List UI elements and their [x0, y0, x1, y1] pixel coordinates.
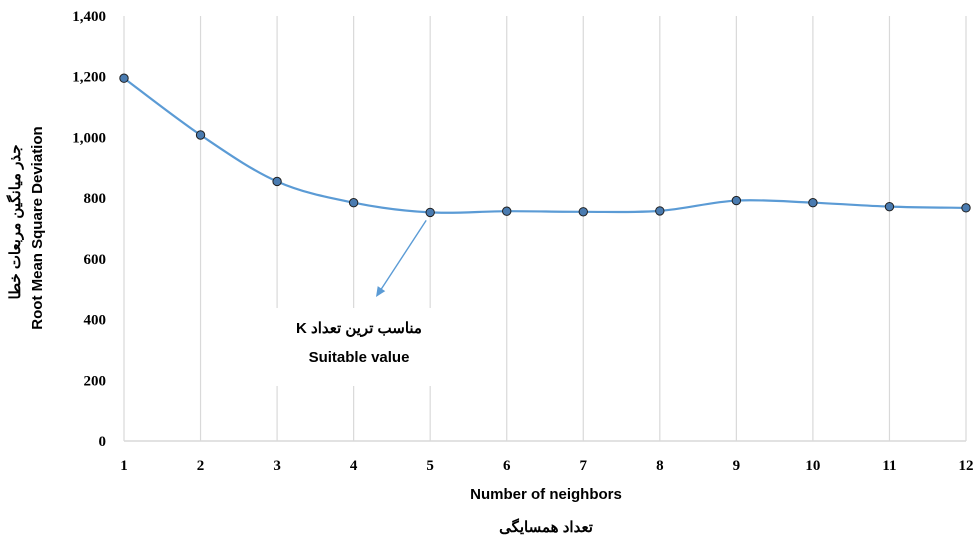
data-point-11: [884, 201, 895, 212]
grid-lines: [123, 16, 967, 442]
x-tick-label-7: 7: [580, 458, 588, 474]
data-point-3: [272, 176, 282, 187]
y-tick-labels: 0 200 400 600 800 1,000 1,200 1,400: [72, 9, 106, 450]
x-tick-label-10: 10: [805, 458, 820, 474]
x-tick-label-1: 1: [120, 458, 128, 474]
x-tick-label-2: 2: [197, 458, 205, 474]
annotation-line-2: Suitable value: [309, 349, 410, 366]
annotation-arrowhead: [376, 286, 386, 297]
data-point-1: [119, 73, 129, 83]
y-tick-label-1000: 1,000: [72, 130, 106, 146]
data-points: [119, 73, 971, 218]
data-point-2: [195, 130, 206, 140]
data-point-10: [808, 197, 818, 208]
y-tick-label-400: 400: [84, 313, 107, 329]
x-tick-labels: 1 2 3 4 5 6 7 8 9 10 11 12: [120, 458, 973, 474]
y-tick-label-1400: 1,400: [72, 9, 106, 25]
y-tick-label-0: 0: [99, 434, 107, 450]
annotation-line-1: مناسب ترین تعداد K: [296, 320, 422, 337]
x-axis-label-fa: تعداد همسایگی: [499, 518, 593, 536]
y-tick-label-600: 600: [84, 252, 107, 268]
x-tick-label-11: 11: [882, 458, 896, 474]
data-point-9: [731, 195, 742, 206]
x-tick-label-12: 12: [959, 458, 974, 474]
data-point-4: [348, 197, 359, 208]
y-tick-label-200: 200: [84, 373, 107, 389]
annotation-box: [243, 308, 476, 386]
y-axis-label-fa: جذر میانگین مربعات خطا: [6, 145, 24, 300]
x-tick-label-5: 5: [426, 458, 434, 474]
x-tick-label-9: 9: [733, 458, 741, 474]
data-point-7: [578, 207, 588, 217]
x-tick-label-6: 6: [503, 458, 511, 474]
data-point-12: [961, 203, 971, 213]
x-tick-label-4: 4: [350, 458, 358, 474]
data-point-5: [425, 207, 435, 218]
data-point-6: [502, 206, 512, 216]
series-line: [123, 77, 967, 214]
y-tick-label-1200: 1,200: [72, 70, 106, 86]
x-tick-label-3: 3: [273, 458, 281, 474]
y-axis-label: Root Mean Square Deviation: [29, 126, 46, 329]
annotation-arrow: [379, 220, 427, 292]
y-tick-label-800: 800: [84, 191, 107, 207]
x-axis-label: Number of neighbors: [470, 486, 622, 503]
data-point-8: [655, 206, 665, 216]
x-tick-label-8: 8: [656, 458, 664, 474]
